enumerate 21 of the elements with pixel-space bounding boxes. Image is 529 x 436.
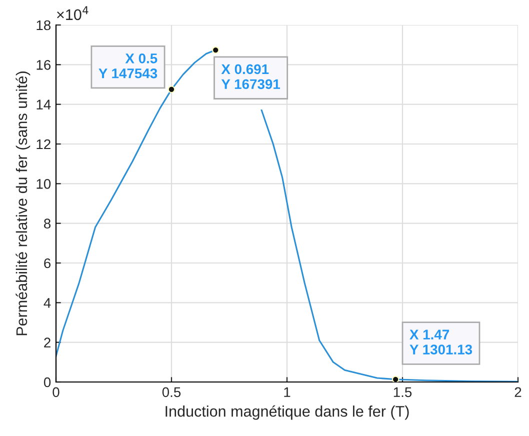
x-tick-label: 1 bbox=[284, 387, 290, 397]
annotation: X 0.691 Y 167391 bbox=[221, 64, 280, 90]
y-tick-label: 10 bbox=[36, 179, 51, 189]
text: ×10$^{4}$ bbox=[57, 6, 88, 20]
y-tick-label: 12 bbox=[36, 139, 50, 150]
y-tick-label: 8 bbox=[44, 218, 51, 229]
x-axis-title: Induction magnétique dans le fer (T) bbox=[166, 405, 409, 420]
y-tick-label: 2 bbox=[44, 338, 50, 348]
annotation: X 1.47 Y 1301.13 bbox=[410, 330, 472, 354]
y-tick-label: 18 bbox=[36, 20, 51, 30]
y-axis-title: Perméabilité relative du fer (sans unité) bbox=[16, 72, 30, 336]
y-tick-label: 0 bbox=[44, 377, 51, 388]
x-tick-label: 2 bbox=[514, 387, 522, 397]
y-tick-label: 16 bbox=[36, 60, 51, 70]
y-tick-label: 6 bbox=[44, 258, 51, 268]
annotation: X 0.5 Y 147543 bbox=[98, 54, 158, 78]
x-tick-label: 0 bbox=[52, 387, 60, 398]
y-tick-label: 14 bbox=[36, 100, 51, 110]
x-tick-label: 1.5 bbox=[394, 387, 412, 398]
y-tick-label: 4 bbox=[44, 298, 51, 308]
x-tick-label: 0.5 bbox=[162, 387, 181, 398]
